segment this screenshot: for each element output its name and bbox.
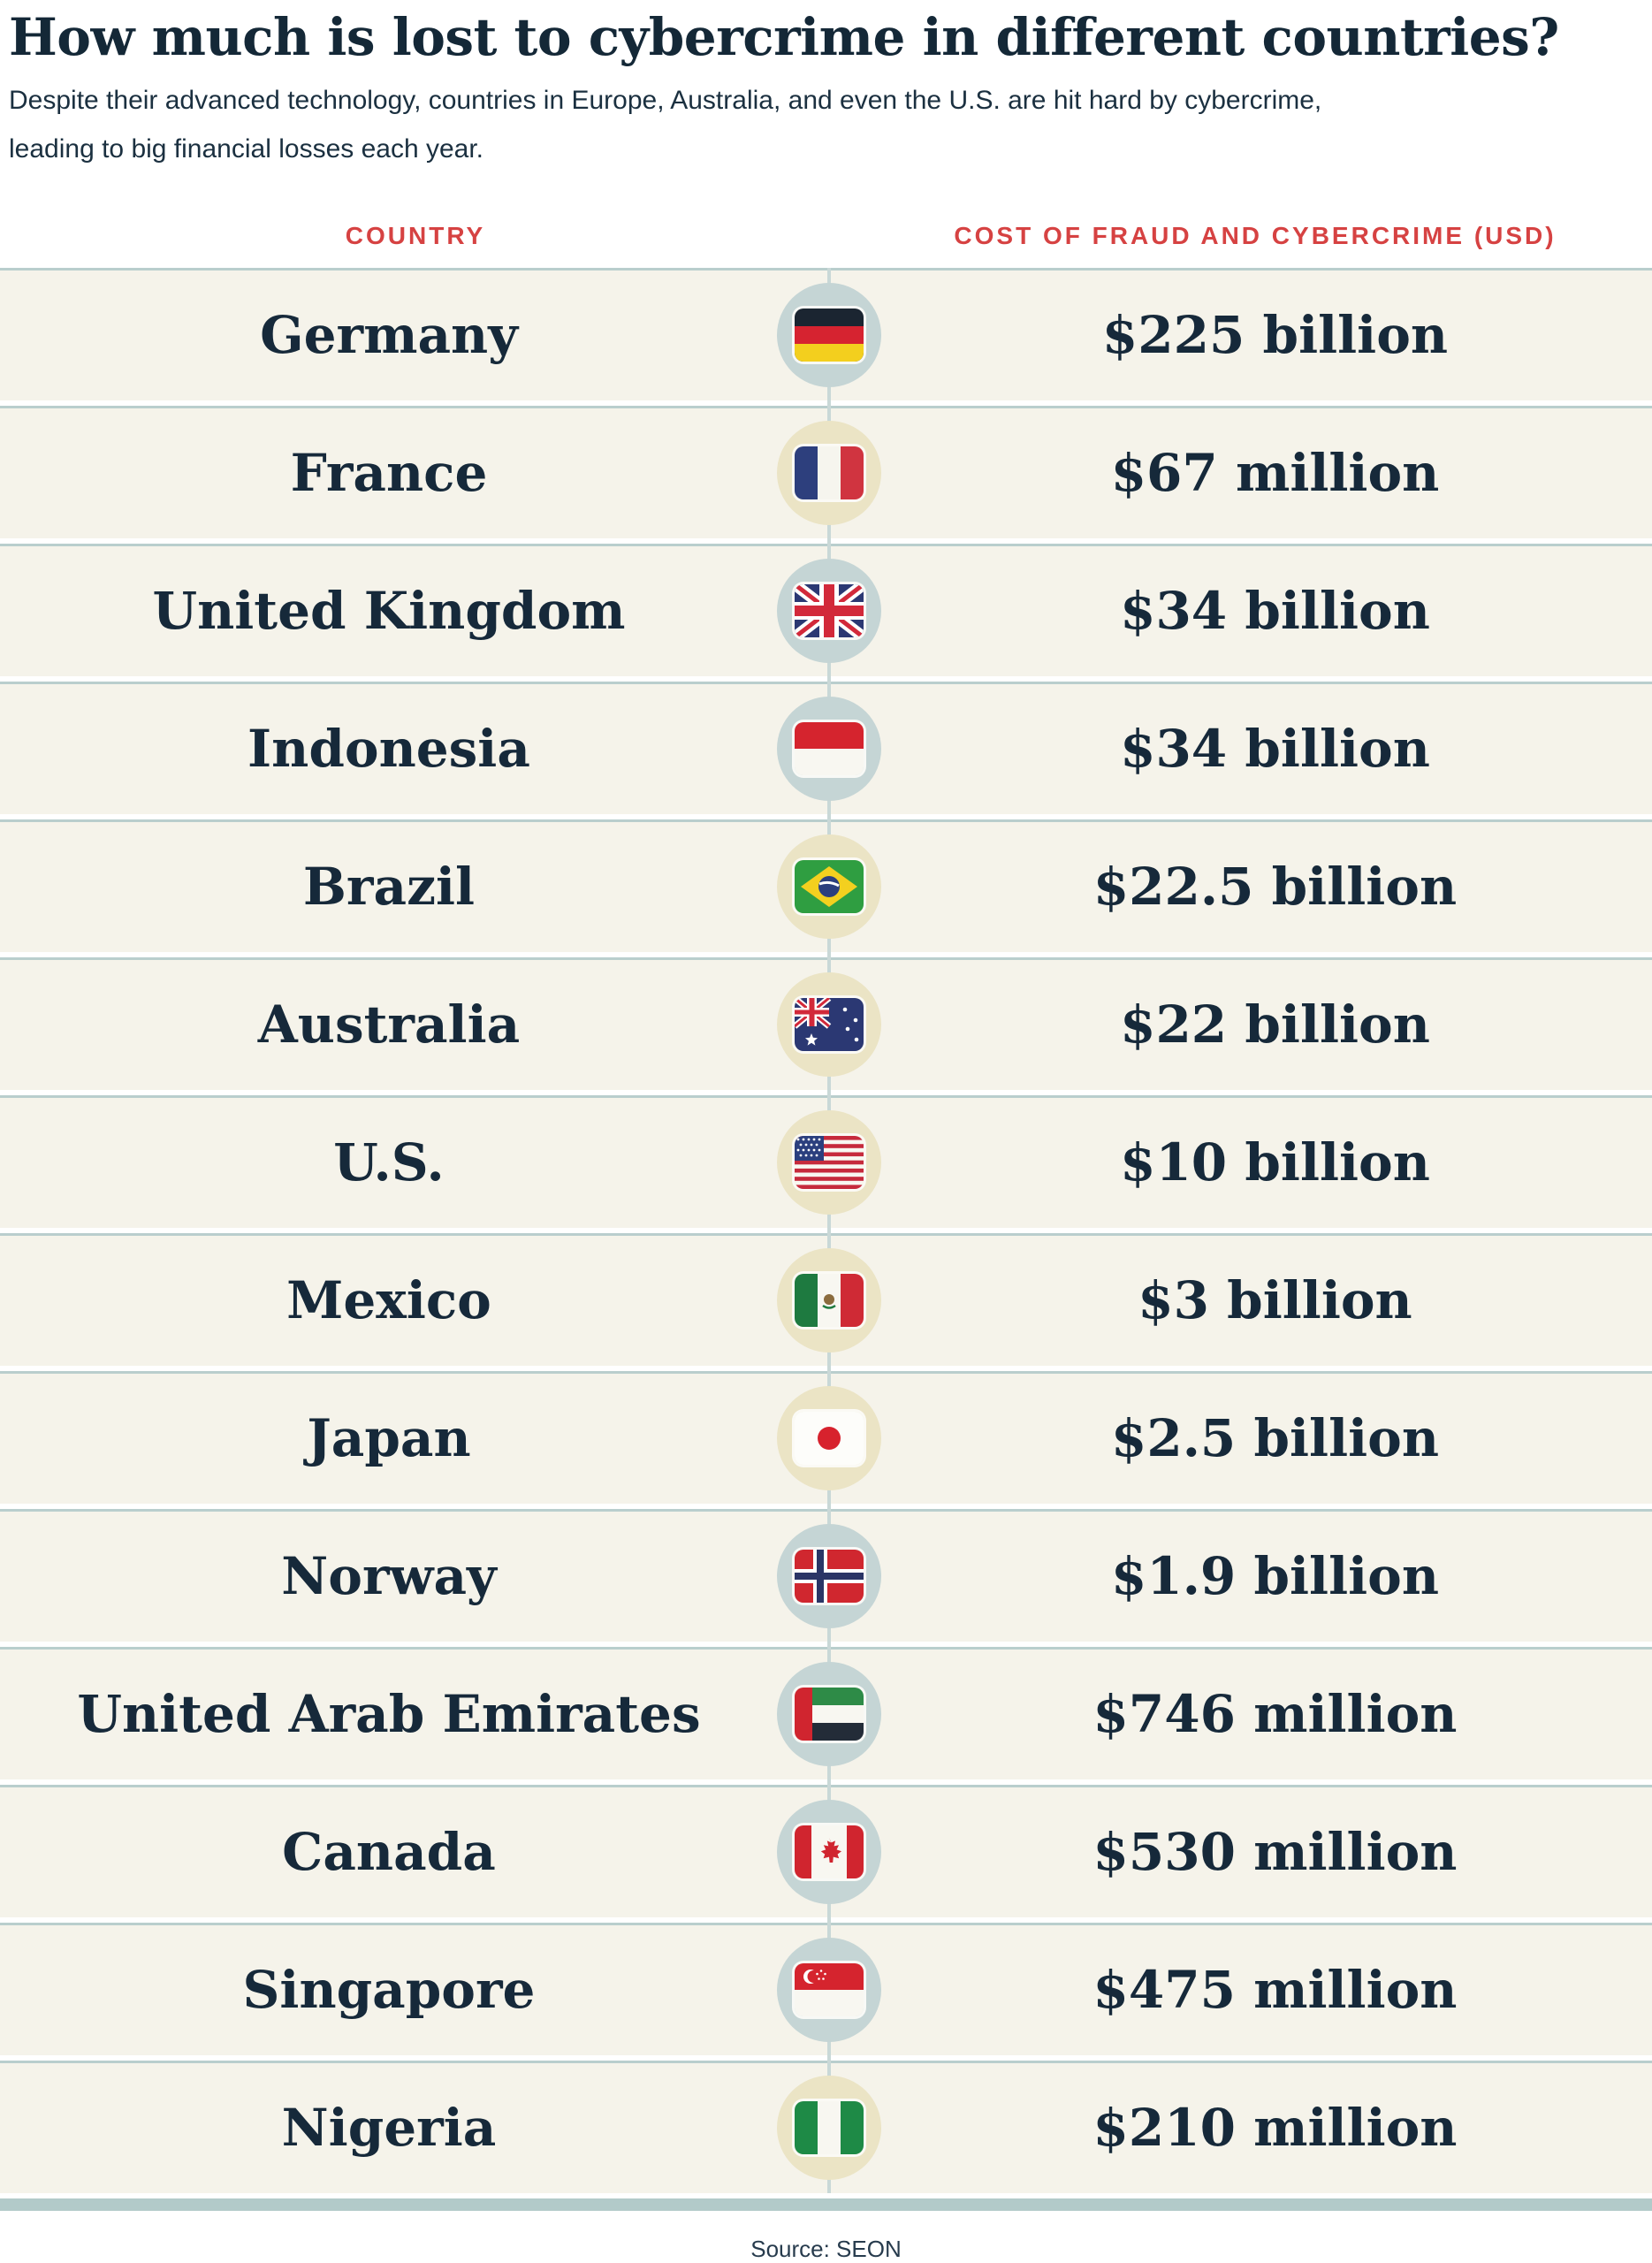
canada-flag-icon: [795, 1825, 864, 1879]
table-row: Germany $225 billion: [0, 267, 1652, 400]
flag-cell: [777, 1662, 881, 1767]
flag-cell: [777, 1110, 881, 1215]
flag-cell: [777, 283, 881, 388]
table-rows: Germany $225 billion France $67 million Unit…: [0, 267, 1652, 2193]
table-row: Australia $22 billion: [0, 956, 1652, 1090]
cost-value: $34 billion: [1120, 719, 1430, 780]
table-row: Mexico $3 billion: [0, 1232, 1652, 1366]
flag-circle: [777, 1386, 881, 1491]
flag-circle: [777, 697, 881, 802]
indonesia-flag-icon: [795, 722, 864, 776]
bottom-bar: [0, 2198, 1652, 2211]
header: How much is lost to cybercrime in differ…: [0, 0, 1652, 174]
flag-circle: [777, 421, 881, 526]
flag-cell: [777, 2076, 881, 2181]
source-note: Source: SEON: [750, 2235, 902, 2262]
mexico-flag-icon: [795, 1274, 864, 1328]
table-row: United Arab Emirates $746 million: [0, 1646, 1652, 1779]
country-name: Canada: [282, 1822, 496, 1883]
cost-value: $2.5 billion: [1111, 1408, 1439, 1469]
germany-flag-icon: [795, 309, 864, 362]
flag-circle: [777, 1938, 881, 2043]
cost-value: $3 billion: [1138, 1270, 1412, 1331]
flag-cell: [777, 421, 881, 526]
flag-circle: [777, 1524, 881, 1629]
cost-value: $22 billion: [1120, 994, 1430, 1055]
flag-circle: [777, 1248, 881, 1353]
country-name: Australia: [257, 994, 521, 1055]
cost-value: $1.9 billion: [1111, 1546, 1439, 1607]
table-row: Canada $530 million: [0, 1784, 1652, 1917]
column-header-cost: COST OF FRAUD AND CYBERCRIME (USD): [954, 221, 1557, 249]
country-name: Mexico: [286, 1270, 491, 1331]
table-row: Singapore $475 million: [0, 1922, 1652, 2055]
cost-value: $67 million: [1110, 443, 1440, 504]
norway-flag-icon: [795, 1550, 864, 1604]
table-row: Indonesia $34 billion: [0, 681, 1652, 814]
flag-cell: [777, 1524, 881, 1629]
country-table: Germany $225 billion France $67 million Unit…: [0, 267, 1652, 2193]
flag-cell: [777, 1386, 881, 1491]
country-name: France: [290, 443, 488, 504]
flag-circle: [777, 559, 881, 664]
singapore-flag-icon: [795, 1963, 864, 2017]
cost-value: $475 million: [1092, 1960, 1458, 2021]
country-name: Japan: [307, 1408, 471, 1469]
table-row: U.S. $10 billion: [0, 1094, 1652, 1228]
flag-circle: [777, 283, 881, 388]
country-name: U.S.: [333, 1132, 445, 1193]
country-name: Nigeria: [281, 2098, 497, 2159]
flag-cell: [777, 1248, 881, 1353]
page-subtitle: Despite their advanced technology, count…: [9, 85, 1322, 164]
cost-value: $22.5 billion: [1092, 857, 1458, 918]
cost-value: $530 million: [1092, 1822, 1458, 1883]
flag-circle: [777, 1800, 881, 1905]
flag-circle: [777, 2076, 881, 2181]
flag-circle: [777, 1662, 881, 1767]
table-row: France $67 million: [0, 405, 1652, 538]
country-name: United Kingdom: [152, 581, 626, 642]
flag-cell: [777, 559, 881, 664]
flag-circle: [777, 1110, 881, 1215]
flag-cell: [777, 697, 881, 802]
uae-flag-icon: [795, 1688, 864, 1741]
cost-value: $210 million: [1092, 2098, 1458, 2159]
page-title: How much is lost to cybercrime in differ…: [9, 7, 1559, 67]
column-header-country: COUNTRY: [345, 221, 486, 249]
country-name: Norway: [281, 1546, 497, 1607]
country-name: Brazil: [302, 857, 476, 918]
flag-cell: [777, 1938, 881, 2043]
cost-value: $225 billion: [1101, 305, 1449, 366]
france-flag-icon: [795, 446, 864, 500]
flag-cell: [777, 834, 881, 940]
japan-flag-icon: [795, 1412, 864, 1466]
flag-circle: [777, 972, 881, 1078]
table-row: United Kingdom $34 billion: [0, 543, 1652, 676]
table-row: Nigeria $210 million: [0, 2060, 1652, 2193]
us-flag-icon: [795, 1136, 864, 1190]
cost-value: $746 million: [1092, 1684, 1458, 1745]
country-name: Singapore: [242, 1960, 536, 2021]
connector-line: [827, 267, 831, 2193]
cost-value: $34 billion: [1120, 581, 1430, 642]
flag-circle: [777, 834, 881, 940]
nigeria-flag-icon: [795, 2101, 864, 2155]
country-name: Indonesia: [247, 719, 530, 780]
brazil-flag-icon: [795, 860, 864, 914]
column-headers: COUNTRY COST OF FRAUD AND CYBERCRIME (US…: [0, 174, 1652, 268]
flag-cell: [777, 972, 881, 1078]
cost-value: $10 billion: [1120, 1132, 1430, 1193]
table-row: Japan $2.5 billion: [0, 1370, 1652, 1504]
australia-flag-icon: [795, 998, 864, 1052]
country-name: Germany: [260, 305, 518, 366]
uk-flag-icon: [795, 584, 864, 638]
table-row: Brazil $22.5 billion: [0, 819, 1652, 952]
country-name: United Arab Emirates: [77, 1684, 701, 1745]
table-row: Norway $1.9 billion: [0, 1508, 1652, 1642]
flag-cell: [777, 1800, 881, 1905]
